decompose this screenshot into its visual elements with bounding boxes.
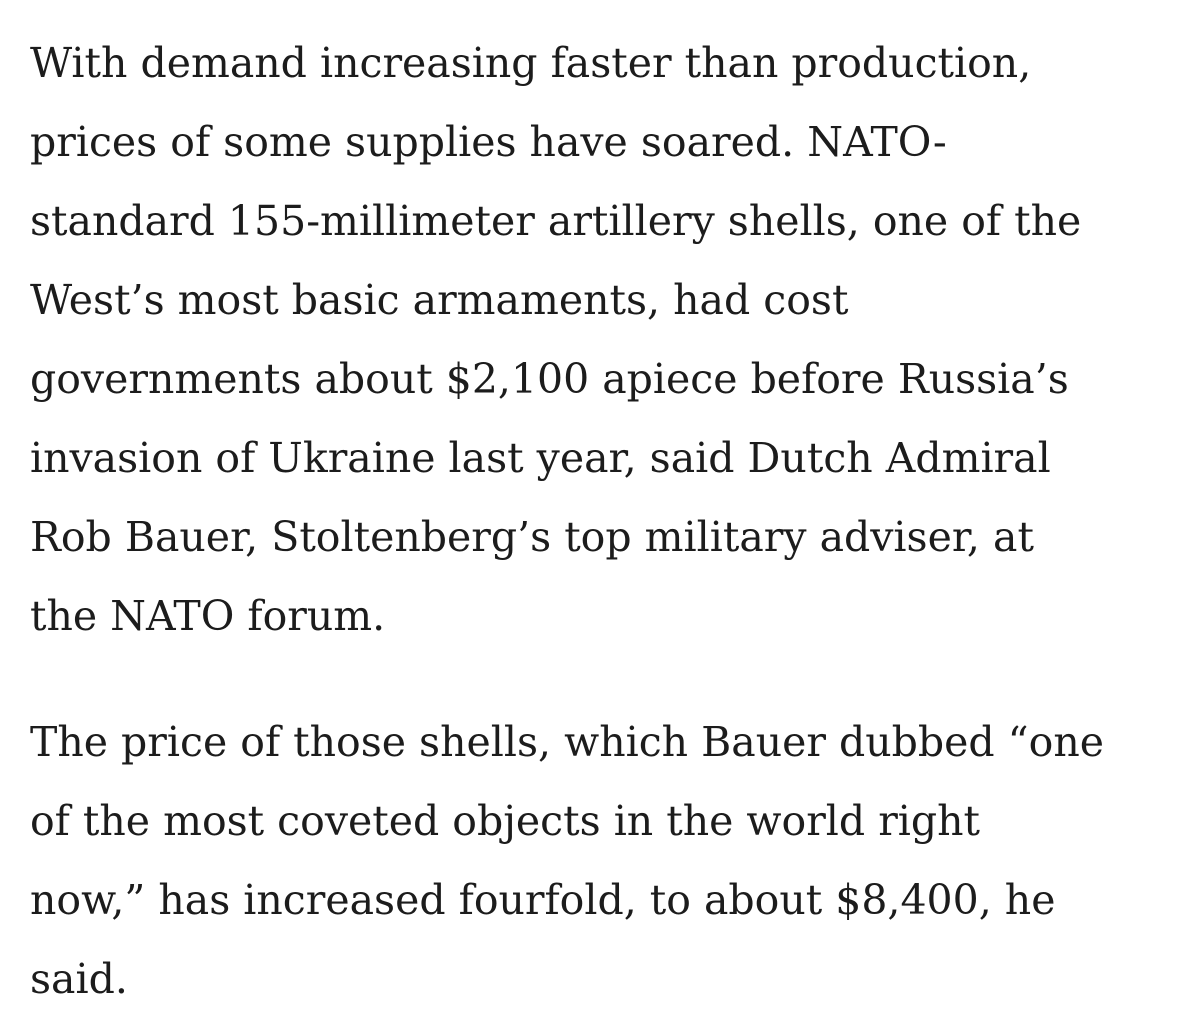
text-line: West’s most basic armaments, had cost bbox=[30, 276, 849, 324]
paragraph: With demand increasing faster than produ… bbox=[30, 24, 1200, 656]
text-line: Rob Bauer, Stoltenberg’s top military ad… bbox=[30, 513, 1034, 561]
text-line: With demand increasing faster than produ… bbox=[30, 39, 1032, 87]
text-line: said. bbox=[30, 955, 128, 1003]
text-line: governments about $2,100 apiece before R… bbox=[30, 355, 1069, 403]
text-line: prices of some supplies have soared. NAT… bbox=[30, 118, 947, 166]
text-line: now,” has increased fourfold, to about $… bbox=[30, 876, 1056, 924]
text-line: standard 155-millimeter artillery shells… bbox=[30, 197, 1082, 245]
paragraph: The price of those shells, which Bauer d… bbox=[30, 703, 1200, 1019]
text-line: invasion of Ukraine last year, said Dutc… bbox=[30, 434, 1051, 482]
text-line: of the most coveted objects in the world… bbox=[30, 797, 981, 845]
text-line: The price of those shells, which Bauer d… bbox=[30, 718, 1104, 766]
text-line: the NATO forum. bbox=[30, 592, 386, 640]
